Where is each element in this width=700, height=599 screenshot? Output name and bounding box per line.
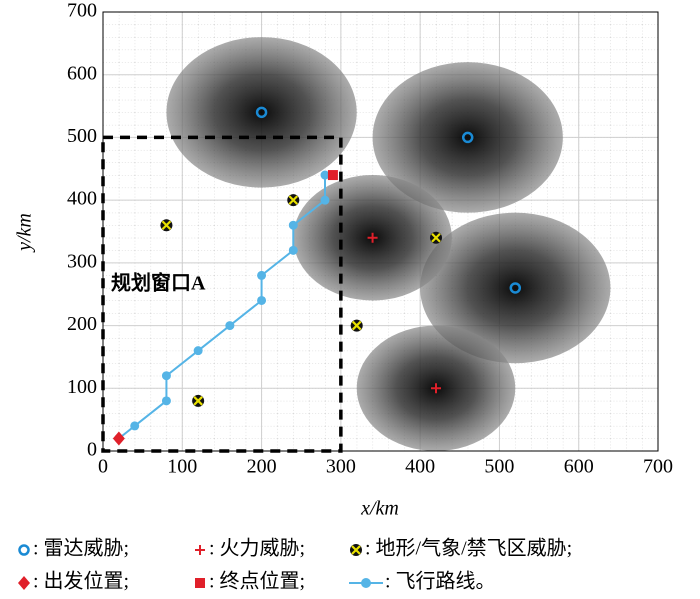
- y-tick-label: 200: [67, 313, 97, 335]
- route-point: [320, 195, 330, 205]
- legend-label: : 终点位置;: [209, 570, 305, 593]
- route-point: [225, 321, 235, 331]
- legend-marker: [349, 578, 383, 588]
- x-tick-label: 400: [405, 456, 435, 478]
- legend-label: : 地形/气象/禁飞区威胁;: [365, 537, 572, 560]
- terrain-marker: [287, 194, 300, 207]
- legend-marker: [18, 544, 30, 556]
- route-point: [288, 220, 298, 230]
- legend-label: : 火力威胁;: [209, 537, 305, 560]
- terrain-marker: [192, 394, 205, 407]
- x-tick-label: 0: [98, 456, 108, 478]
- radar-marker: [461, 131, 474, 144]
- legend-label: : 出发位置;: [33, 570, 129, 593]
- end-marker: [327, 170, 338, 181]
- x-tick-label: 500: [484, 456, 514, 478]
- y-tick-label: 300: [67, 250, 97, 272]
- y-tick-label: 600: [67, 62, 97, 84]
- route-point: [161, 371, 171, 381]
- threat-zone: [420, 212, 611, 364]
- legend-marker: [195, 578, 205, 588]
- threat-zone: [372, 62, 563, 213]
- terrain-marker: [430, 231, 442, 244]
- y-tick-label: 100: [67, 376, 97, 398]
- y-axis-label: y/km: [14, 213, 36, 253]
- terrain-marker-x: [351, 545, 361, 555]
- x-tick-label: 600: [564, 456, 594, 478]
- fire-marker: [367, 232, 378, 243]
- terrain-marker: [160, 219, 173, 232]
- x-tick-label: 300: [326, 456, 356, 478]
- y-tick-label: 0: [87, 439, 97, 461]
- terrain-marker-x: [288, 195, 299, 205]
- radar-marker: [509, 282, 522, 294]
- route-point: [130, 421, 140, 431]
- terrain-marker-x: [161, 220, 172, 231]
- route-point: [320, 170, 330, 180]
- x-tick-label: 200: [247, 456, 277, 478]
- terrain-marker-x: [351, 320, 362, 331]
- y-tick-label: 700: [67, 0, 97, 22]
- window-label: 规划窗口A: [111, 271, 206, 295]
- x-tick-label: 700: [643, 456, 673, 478]
- plot-frame: [102, 11, 659, 452]
- route-point: [161, 396, 171, 406]
- route-point: [288, 245, 298, 255]
- y-tick-label: 500: [67, 125, 97, 147]
- terrain-marker-x: [431, 232, 441, 243]
- y-tick-label: 400: [67, 188, 97, 210]
- terrain-marker: [350, 319, 363, 332]
- route-point: [257, 295, 267, 305]
- radar-marker: [255, 106, 268, 119]
- threat-zone: [166, 37, 357, 188]
- x-axis-label: x/km: [360, 498, 399, 520]
- legend-marker: [350, 544, 362, 556]
- terrain-marker-x: [193, 396, 203, 406]
- route-point: [257, 270, 267, 280]
- legend-label: : 飞行路线。: [385, 570, 496, 593]
- route-marker-dot: [361, 578, 371, 588]
- x-tick-label: 100: [167, 456, 197, 478]
- legend-label: : 雷达威胁;: [33, 537, 129, 560]
- route-point: [193, 346, 203, 356]
- legend-marker: [18, 576, 30, 590]
- legend-marker: [195, 545, 205, 555]
- start-marker: [112, 431, 125, 446]
- fire-marker: [431, 383, 441, 394]
